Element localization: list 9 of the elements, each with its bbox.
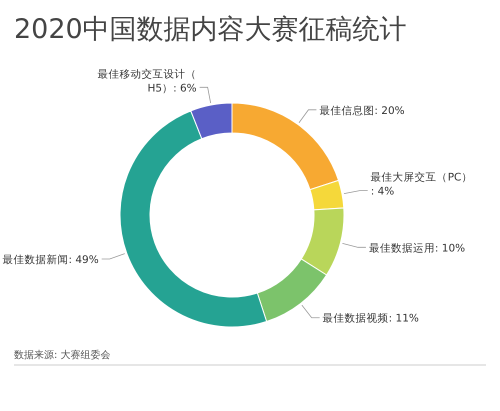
slice-label: 最佳数据视频: 11% [322,312,419,325]
slice-label: 最佳数据新闻: 49% [2,253,99,266]
chart-title: 2020中国数据内容大赛征稿统计 [14,14,407,45]
slice-label: 最佳信息图: 20% [319,104,405,117]
slice-label: 最佳数据运用: 10% [368,241,466,254]
slice-label: 最佳大屏交互（PC） [370,170,472,184]
slice-label: 最佳移动交互设计（H5）: 6% [98,67,197,94]
data-label: : 4% [370,186,394,198]
source-note: 数据来源: 大赛组委会 [14,349,111,361]
